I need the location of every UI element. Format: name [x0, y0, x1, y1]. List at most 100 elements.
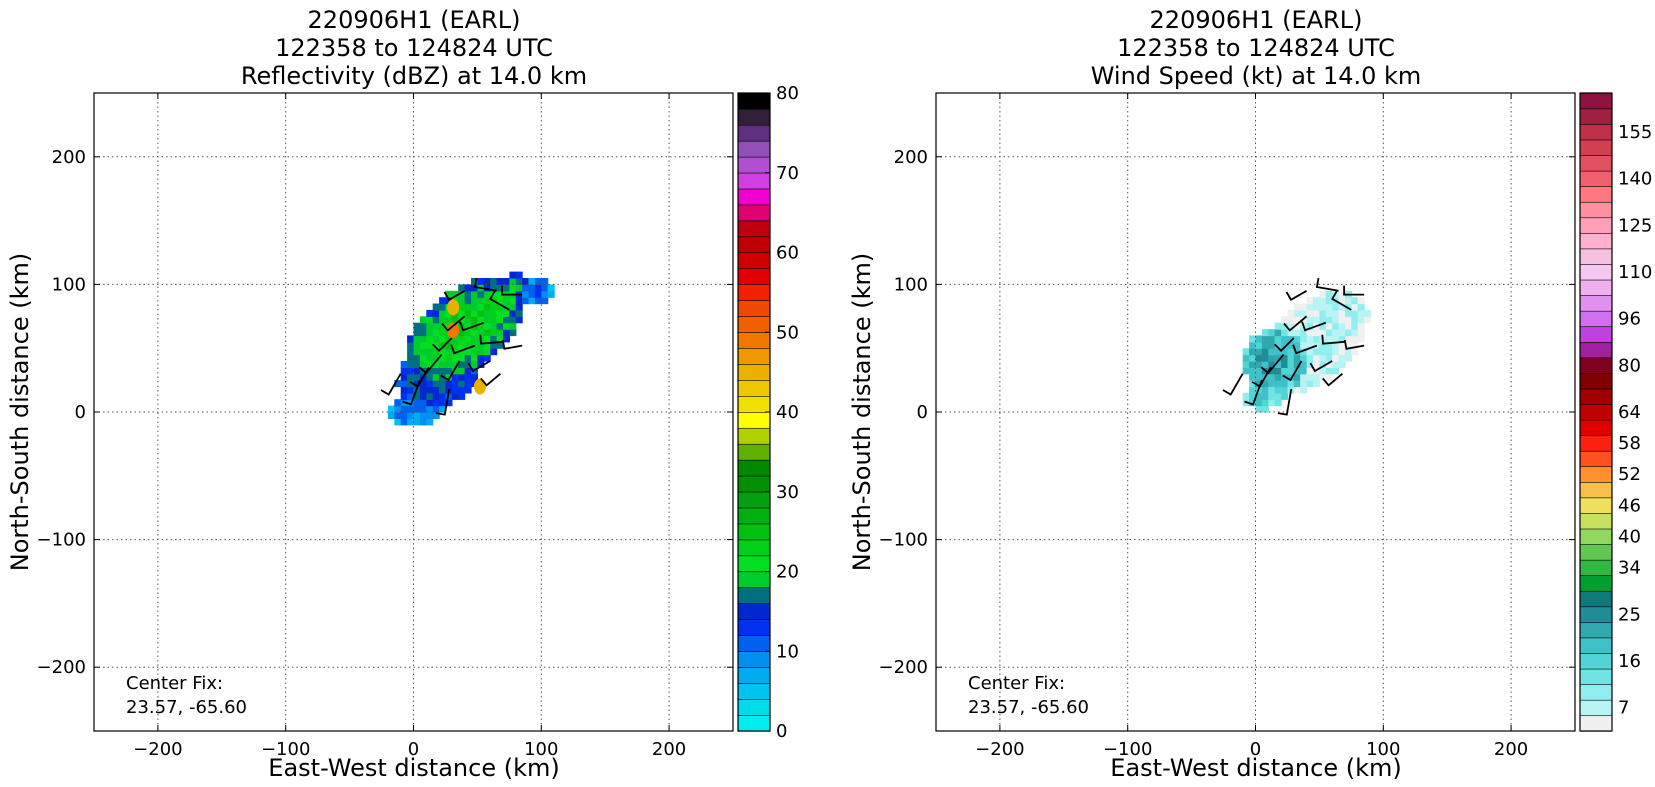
- field-cell: [407, 405, 415, 413]
- field-cell: [451, 348, 459, 356]
- field-cell: [1313, 316, 1320, 324]
- field-cell: [413, 361, 421, 368]
- field-cell: [1325, 309, 1333, 317]
- panel2-center-fix-label: Center Fix:: [968, 673, 1065, 694]
- field-cell: [419, 418, 427, 426]
- colorbar-segment: [737, 347, 771, 365]
- field-cell: [471, 354, 478, 362]
- field-cell: [1268, 380, 1276, 388]
- field-cell: [464, 335, 472, 343]
- wind-barb: [1301, 321, 1327, 332]
- field-cell: [1300, 380, 1308, 388]
- field-cell: [1338, 361, 1346, 368]
- field-cell: [458, 386, 466, 394]
- field-cell: [439, 405, 447, 413]
- field-cell: [1345, 329, 1352, 337]
- field-cell: [1249, 361, 1257, 368]
- field-cell: [1300, 386, 1308, 394]
- field-cell: [503, 309, 510, 317]
- field-cell: [1332, 329, 1340, 337]
- field-cell: [1268, 329, 1276, 337]
- field-cell: [400, 412, 408, 419]
- field-cell: [1281, 335, 1289, 343]
- field-cell: [407, 354, 415, 362]
- field-cell: [1274, 335, 1282, 343]
- field-cell: [471, 373, 478, 381]
- field-cell: [1357, 322, 1365, 330]
- wind-barb: [1322, 373, 1343, 387]
- field-cell: [1293, 386, 1301, 394]
- field-cell: [419, 335, 427, 343]
- colorbar-segment: [1579, 621, 1613, 639]
- field-cell: [1332, 367, 1340, 375]
- field-cell: [419, 386, 427, 394]
- colorbar-tick-label: 40: [1618, 526, 1641, 547]
- colorbar-segment: [1579, 512, 1613, 530]
- field-cell: [1242, 354, 1250, 362]
- field-cell: [1306, 303, 1314, 311]
- y-tick-label: 0: [917, 402, 928, 423]
- field-cell: [490, 329, 498, 337]
- colorbar-segment: [737, 507, 771, 525]
- field-cell: [400, 361, 408, 368]
- field-cell: [1293, 341, 1301, 349]
- wind-barb: [1343, 285, 1365, 296]
- colorbar-segment: [737, 204, 771, 222]
- field-cell: [1357, 303, 1365, 311]
- reflectivity-field: [387, 271, 555, 426]
- x-tick-label: −100: [1103, 739, 1152, 760]
- field-cell: [445, 290, 453, 298]
- field-cell: [483, 297, 491, 305]
- field-cell: [419, 380, 427, 388]
- field-cell: [496, 329, 504, 337]
- field-cell: [1313, 354, 1320, 362]
- colorbar-segment: [1579, 450, 1613, 468]
- field-cell: [477, 329, 485, 337]
- wind-barb: [489, 290, 510, 311]
- wind-barb: [418, 354, 443, 375]
- field-cell: [490, 303, 498, 311]
- field-cell: [1268, 348, 1276, 356]
- field-cell: [1338, 303, 1346, 311]
- field-cell: [426, 373, 434, 381]
- colorbar-segment: [737, 523, 771, 541]
- wind-barb: [1274, 337, 1295, 352]
- colorbar-segment: [1579, 186, 1613, 203]
- field-cell: [490, 335, 498, 343]
- field-cell: [1325, 322, 1333, 330]
- colorbar-segment: [1579, 543, 1613, 561]
- colorbar-segment: [1579, 372, 1613, 390]
- field-cell: [432, 380, 440, 388]
- field-cell: [432, 354, 440, 362]
- field-cell: [451, 392, 459, 400]
- field-cell: [1249, 399, 1257, 407]
- x-tick-label: −200: [975, 739, 1024, 760]
- field-cell: [1300, 373, 1308, 381]
- field-cell: [1332, 361, 1340, 368]
- field-cell: [394, 405, 402, 413]
- field-cell: [490, 341, 498, 349]
- colorbar-segment: [737, 252, 771, 270]
- field-cell: [400, 386, 408, 394]
- wind-barb: [479, 334, 504, 345]
- panel1-grid: [94, 93, 733, 731]
- field-cell: [1300, 341, 1308, 349]
- field-cell: [451, 386, 459, 394]
- field-cell: [471, 361, 478, 368]
- colorbar-tick-label: 0: [776, 721, 787, 742]
- field-cell: [483, 329, 491, 337]
- field-cell: [439, 386, 447, 394]
- field-cell: [1242, 392, 1250, 400]
- wind-barb: [1315, 277, 1339, 292]
- colorbar-segment: [1579, 248, 1613, 265]
- colorbar-segment: [737, 220, 771, 238]
- field-cell: [407, 341, 415, 349]
- colorbar-segment: [737, 236, 771, 254]
- field-cell: [1351, 322, 1359, 330]
- field-cell: [1287, 367, 1295, 375]
- field-cell: [509, 316, 517, 324]
- colorbar-segment: [1579, 481, 1613, 499]
- wind-barb: [432, 337, 453, 352]
- field-cell: [496, 316, 504, 324]
